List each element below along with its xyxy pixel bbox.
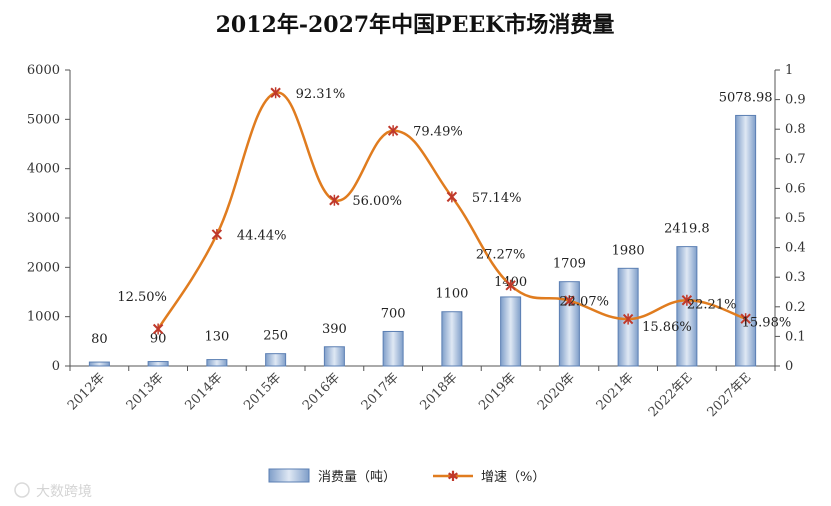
x-tick-label: 2020年 [535, 370, 578, 413]
x-tick-label: 2013年 [124, 370, 167, 413]
bar [206, 359, 228, 367]
y-left-tick-label: 3000 [27, 211, 60, 226]
watermark-text: 大数跨境 [36, 484, 92, 500]
growth-labels: 12.50% 44.44% 92.31% 56.00% 79.49% 57.14% 27.2… [117, 87, 791, 335]
growth-marker [622, 313, 634, 325]
y-right-tick-label: 0.5 [785, 211, 806, 226]
bar [88, 361, 110, 367]
x-tick-label: 2019年 [476, 370, 519, 413]
x-tick-label: 2027年E [705, 370, 755, 420]
y-right-tick-label: 1 [785, 63, 793, 78]
x-tick-label: 2012年 [65, 370, 108, 413]
bar-value-label: 130 [204, 330, 229, 345]
y-right-tick-label: 0.1 [785, 329, 806, 344]
y-left-tick-label: 6000 [27, 63, 60, 78]
x-tick-label: 2021年 [594, 370, 637, 413]
growth-value-label: 22.21% [687, 297, 737, 312]
x-tick-label: 2014年 [183, 370, 226, 413]
y-left-tick-label: 2000 [27, 260, 60, 275]
growth-value-label: 57.14% [472, 191, 522, 206]
y-right-tick-label: 0.6 [785, 181, 806, 196]
growth-value-label: 22.07% [559, 295, 609, 310]
bar-value-label: 90 [150, 332, 167, 347]
y-left-tick-label: 0 [52, 359, 60, 374]
growth-marker [329, 194, 340, 206]
y-right-tick-label: 0.7 [785, 152, 806, 167]
growth-value-label: 79.49% [413, 125, 463, 140]
bar-labels: 80 90 130 250 39070011001400170919802419.850… [91, 90, 772, 347]
growth-value-label: 12.50% [117, 290, 167, 305]
growth-value-label: 27.27% [476, 247, 526, 262]
bar [441, 311, 463, 367]
y-right-tick-label: 0.4 [785, 241, 806, 256]
growth-marker [681, 294, 693, 306]
y-right-tick-label: 0.8 [785, 122, 806, 137]
growth-marker [211, 228, 223, 240]
bar [323, 346, 345, 367]
growth-marker [564, 295, 575, 307]
y-right-tick-label: 0.2 [785, 300, 806, 315]
y-left-tick-label: 1000 [27, 310, 60, 325]
growth-marker [387, 125, 399, 137]
legend-bar-label: 消费量（吨） [318, 470, 396, 485]
bar-value-label: 2419.8 [664, 222, 710, 237]
growth-marker [505, 279, 516, 291]
bar [676, 246, 698, 367]
growth-marker [270, 87, 281, 99]
x-tick-labels: 2012年 2013年 2014年 2015年 2016年 2017年 2018年 2019年… [65, 370, 754, 420]
x-tick-label: 2015年 [241, 370, 284, 413]
x-tick-label: 2018年 [418, 370, 461, 413]
x-tick-label: 2016年 [300, 370, 343, 413]
growth-line [152, 87, 751, 335]
legend-bar-swatch [268, 468, 310, 483]
growth-value-label: 15.98% [742, 316, 792, 331]
y-right-tick-label: 0.3 [785, 270, 806, 285]
bar [735, 114, 757, 367]
growth-value-label: 92.31% [296, 87, 346, 102]
bar-value-label: 250 [263, 329, 288, 344]
y-right-tick-label: 0 [785, 359, 793, 374]
bar-value-label: 5078.98 [719, 90, 773, 105]
legend: 消费量（吨） ✱ 增速（%） [268, 468, 545, 485]
bar-value-label: 1980 [612, 243, 645, 258]
y-right-tick-label: 0.9 [785, 93, 806, 108]
bar-value-label: 1709 [553, 257, 586, 272]
bar-value-label: 390 [322, 322, 347, 337]
legend-line-label: 增速（%） [481, 470, 545, 485]
growth-marker [740, 313, 751, 325]
bar-value-label: 700 [381, 306, 406, 321]
bar-value-label: 1100 [435, 287, 468, 302]
chart-title: 2012年-2027年中国PEEK市场消费量 [216, 12, 615, 38]
growth-value-label: 44.44% [237, 228, 287, 243]
bar-value-label: 80 [91, 332, 108, 347]
bar [500, 296, 522, 367]
growth-marker [446, 191, 458, 203]
y-left-tick-label: 5000 [27, 112, 60, 127]
legend-line-marker: ✱ [447, 469, 459, 485]
bar [382, 330, 404, 367]
growth-value-label: 56.00% [352, 194, 402, 209]
x-tick-label: 2017年 [359, 370, 402, 413]
x-tick-label: 2022年E [646, 370, 696, 420]
axes: 0 1000 2000 3000 4000 5000 6000 0 0.1 0.2 0.3 0.4 0.… [27, 63, 806, 374]
bar [265, 353, 287, 367]
y-left-tick-label: 4000 [27, 162, 60, 177]
growth-value-label: 15.86% [642, 320, 692, 335]
watermark: 大数跨境 [14, 482, 92, 500]
growth-marker [152, 323, 164, 335]
bar [147, 361, 169, 367]
watermark-logo-icon [14, 482, 30, 498]
